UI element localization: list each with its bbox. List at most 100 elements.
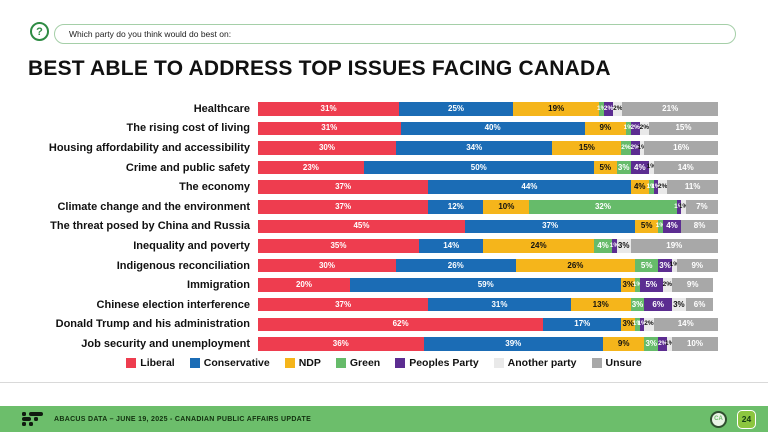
bar-segment-another-party: 1% bbox=[646, 160, 656, 175]
bar-segment-conservative: 12% bbox=[428, 200, 484, 214]
bar-segment-liberal: 62% bbox=[258, 317, 544, 332]
bar-segment-liberal: 35% bbox=[258, 239, 419, 253]
bar-segment-conservative: 44% bbox=[428, 180, 631, 194]
bar-segment-liberal: 31% bbox=[258, 102, 400, 116]
question-text: Which party do you think would do best o… bbox=[69, 29, 232, 39]
segment-value-label: 34% bbox=[466, 142, 483, 152]
segment-value-label: 7% bbox=[696, 201, 708, 211]
chart-row: The rising cost of living 31% 40% 9% 1% 2% 2% 1… bbox=[28, 119, 740, 139]
chart-row: The threat posed by China and Russia 45% 3… bbox=[28, 217, 740, 237]
bar-segment-ndp: 9% bbox=[602, 337, 645, 351]
bar-segment-liberal: 20% bbox=[258, 278, 350, 292]
segment-value-label: 9% bbox=[686, 280, 699, 290]
legend-item-peoples-party: Peoples Party bbox=[395, 357, 479, 369]
bar-segment-green: 1% bbox=[633, 278, 642, 292]
bar-segment-liberal: 45% bbox=[258, 219, 465, 234]
segment-value-label: 10% bbox=[498, 201, 515, 211]
legend-label: Conservative bbox=[203, 357, 270, 369]
row-label: Inequality and poverty bbox=[133, 239, 250, 252]
legend-label: NDP bbox=[298, 357, 321, 369]
chart-row: Inequality and poverty 35% 14% 24% 4% 1% 3% 19% bbox=[28, 236, 740, 256]
bar-segment-peoples-party: 5% bbox=[639, 278, 663, 292]
segment-value-label: 2% bbox=[603, 104, 614, 112]
question-bar: Which party do you think would do best o… bbox=[54, 24, 736, 44]
bar-segment-ndp: 4% bbox=[630, 180, 649, 194]
segment-value-label: 39% bbox=[505, 338, 522, 348]
bar-segment-ndp: 3% bbox=[621, 317, 636, 332]
page-title: BEST ABLE TO ADDRESS TOP ISSUES FACING C… bbox=[28, 57, 611, 80]
bar-segment-green: 1% bbox=[597, 102, 607, 116]
segment-value-label: 2% bbox=[630, 143, 640, 151]
segment-value-label: 31% bbox=[321, 123, 338, 133]
segment-value-label: 5% bbox=[599, 162, 612, 172]
bar-track: 35% 14% 24% 4% 1% 3% 19% bbox=[258, 239, 718, 253]
chart-row: Job security and unemployment 36% 39% 9% 3% 2… bbox=[28, 334, 740, 354]
bar-segment-conservative: 26% bbox=[396, 258, 516, 273]
bar-segment-unsure: 15% bbox=[648, 121, 718, 136]
segment-value-label: 1% bbox=[597, 104, 607, 112]
segment-value-label: 62% bbox=[392, 319, 409, 329]
segment-value-label: 4% bbox=[633, 182, 646, 192]
bar-segment-liberal: 31% bbox=[258, 121, 401, 136]
bar-segment-liberal: 37% bbox=[258, 200, 429, 214]
segment-value-label: 14% bbox=[677, 162, 694, 172]
segment-value-label: 31% bbox=[491, 299, 508, 309]
segment-value-label: 1% bbox=[609, 241, 620, 249]
segment-value-label: 35% bbox=[330, 240, 347, 250]
legend-item-unsure: Unsure bbox=[591, 357, 642, 369]
segment-value-label: 19% bbox=[666, 240, 683, 250]
bar-segment-unsure: 6% bbox=[685, 297, 714, 312]
bar-segment-peoples-party: 6% bbox=[644, 297, 672, 312]
segment-value-label: 24% bbox=[530, 240, 547, 250]
bar-segment-ndp: 26% bbox=[515, 258, 636, 273]
bar-segment-another-party: 1% bbox=[670, 258, 679, 273]
bar-segment-peoples-party: 2% bbox=[604, 102, 613, 116]
segment-value-label: 1% bbox=[678, 202, 689, 210]
segment-value-label: 3% bbox=[659, 260, 671, 270]
bar-segment-unsure: 8% bbox=[681, 219, 718, 234]
chart-row: Chinese election interference 37% 31% 13% 3%… bbox=[28, 295, 740, 315]
legend-swatch bbox=[395, 358, 406, 368]
bar-track: 23% 50% 5% 3% 4% 1% 14% bbox=[258, 160, 718, 175]
segment-value-label: 23% bbox=[302, 162, 319, 172]
bar-segment-peoples-party: 1% bbox=[674, 200, 684, 214]
segment-value-label: 15% bbox=[578, 142, 595, 152]
segment-value-label: 4% bbox=[597, 240, 609, 250]
segment-value-label: 15% bbox=[675, 123, 692, 133]
segment-value-label: 1% bbox=[632, 320, 643, 328]
row-label: Indigenous reconciliation bbox=[116, 259, 250, 272]
bar-segment-unsure: 9% bbox=[671, 278, 714, 292]
segment-value-label: 1% bbox=[646, 163, 656, 171]
segment-value-label: 9% bbox=[691, 260, 704, 270]
bar-segment-green: 1% bbox=[632, 317, 643, 332]
row-label: The threat posed by China and Russia bbox=[50, 220, 250, 233]
bar-segment-green: 1% bbox=[647, 180, 656, 194]
segment-value-label: 11% bbox=[684, 182, 701, 192]
segment-value-label: 2% bbox=[658, 182, 668, 190]
row-label: The rising cost of living bbox=[126, 122, 250, 135]
bar-segment-green: 2% bbox=[621, 141, 631, 155]
bar-segment-green: 3% bbox=[630, 297, 645, 312]
legend-swatch bbox=[493, 358, 504, 368]
segment-value-label: 12% bbox=[447, 201, 464, 211]
bar-segment-liberal: 23% bbox=[258, 160, 364, 175]
row-label: Job security and unemployment bbox=[81, 337, 250, 350]
segment-value-label: 17% bbox=[574, 319, 591, 329]
bar-segment-ndp: 5% bbox=[635, 219, 659, 234]
bar-segment-conservative: 37% bbox=[465, 219, 636, 234]
bar-segment-another-party: 1% bbox=[637, 141, 647, 155]
legend-item-another-party: Another party bbox=[493, 357, 577, 369]
chart-legend: Liberal Conservative NDP Green Peoples Party… bbox=[0, 357, 768, 369]
segment-value-label: 6% bbox=[693, 299, 706, 309]
bar-segment-unsure: 21% bbox=[622, 102, 718, 116]
bar-segment-ndp: 9% bbox=[584, 121, 626, 136]
bar-segment-green: 1% bbox=[624, 121, 633, 136]
bar-segment-conservative: 17% bbox=[543, 317, 622, 332]
bar-segment-liberal: 37% bbox=[258, 180, 429, 194]
bar-segment-another-party: 2% bbox=[658, 180, 667, 194]
bar-segment-another-party: 1% bbox=[665, 337, 674, 351]
segment-value-label: 26% bbox=[567, 260, 584, 270]
segment-value-label: 6% bbox=[652, 299, 664, 309]
bar-segment-another-party: 3% bbox=[671, 297, 686, 312]
footer-bar: ABACUS DATA – JUNE 19, 2025 - CANADIAN P… bbox=[0, 406, 768, 432]
